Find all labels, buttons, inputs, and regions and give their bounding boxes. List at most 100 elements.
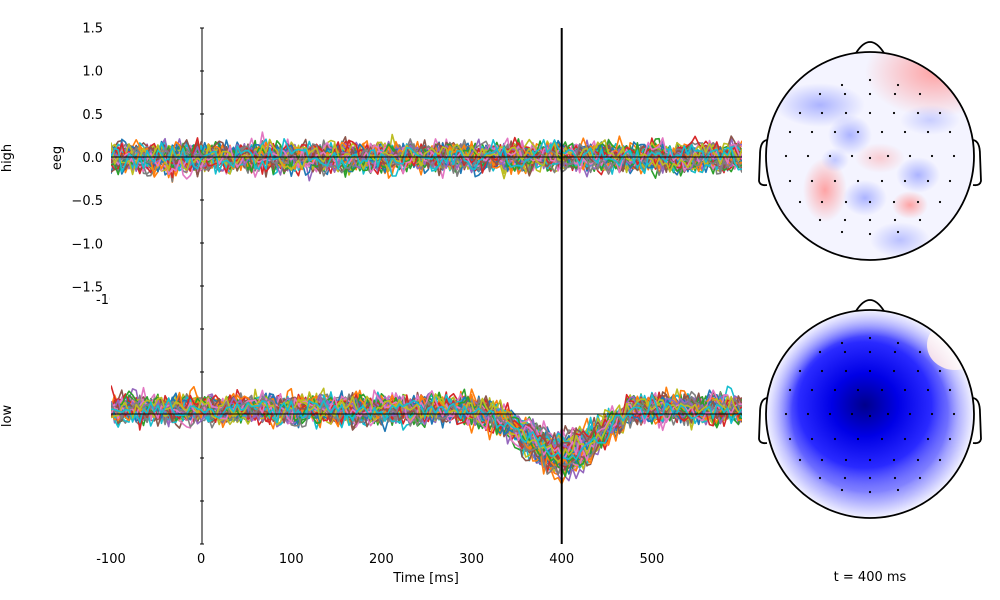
sensor-dot [833, 179, 837, 183]
sensor-dot [843, 92, 847, 96]
x-tick-label: 500 [639, 552, 664, 567]
sensor-dot [868, 232, 872, 236]
sensor-dot [926, 437, 930, 441]
sensor-dot [810, 388, 814, 392]
sensor-dot [952, 412, 956, 416]
sensor-dot [810, 179, 814, 183]
x-tick-label: 0 [197, 552, 205, 567]
sensor-dot [916, 111, 920, 115]
sensor-dot [856, 179, 860, 183]
sensor-dot [880, 437, 884, 441]
sensor-dot [840, 83, 844, 87]
traces-low [111, 385, 742, 485]
topomap-caption: t = 400 ms [834, 570, 907, 585]
sensor-dot [938, 111, 942, 115]
sensor-dot [843, 350, 847, 354]
sensor-dot [926, 179, 930, 183]
sensor-dot [868, 200, 872, 204]
y-axis-label-eeg: eeg [50, 146, 65, 170]
sensor-dot [886, 412, 890, 416]
sensor-dot [896, 488, 900, 492]
sensor-dot [893, 218, 897, 222]
sensor-dot [903, 437, 907, 441]
sensor-dot [798, 111, 802, 115]
sensor-dot [784, 412, 788, 416]
sensor-dot [810, 437, 814, 441]
sensor-dot [868, 458, 872, 462]
topomap-high-ear-right [972, 139, 982, 187]
sensor-dot [788, 388, 792, 392]
sensor-dot [820, 369, 824, 373]
row-label-high: high [0, 144, 15, 172]
sensor-dot [818, 218, 822, 222]
sensor-dot [868, 111, 872, 115]
topomap-high-ear-left [758, 139, 768, 187]
sensor-dot [918, 350, 922, 354]
sensor-dot [810, 130, 814, 134]
channel-trace [111, 393, 742, 461]
y-tick-labels: 1.5 1.0 0.5 0.0 −0.5 −1.0 −1.5 [71, 22, 103, 296]
tick-label-mask [110, 288, 132, 308]
sensor-dot [840, 488, 844, 492]
y-tick-label: −1.0 [71, 237, 103, 252]
sensor-dot [868, 156, 872, 160]
sensor-dot [916, 369, 920, 373]
sensor-dot [868, 414, 872, 418]
sensor-dot [798, 369, 802, 373]
channel-trace [111, 138, 742, 175]
sensor-dot [896, 341, 900, 345]
sensor-dot [820, 200, 824, 204]
sensor-dot [798, 458, 802, 462]
channel-trace [111, 393, 742, 475]
sensor-dot [908, 154, 912, 158]
sensor-dot [918, 92, 922, 96]
sensor-dot [892, 111, 896, 115]
y-tick-label: 0.0 [82, 151, 103, 166]
sensor-dot [896, 230, 900, 234]
sensor-dot [948, 437, 952, 441]
sensor-dot [926, 388, 930, 392]
topomap-low [758, 299, 982, 519]
row-label-low: low [0, 405, 15, 428]
sensor-dot [856, 388, 860, 392]
x-tick-label: -100 [96, 552, 126, 567]
sensor-dot [806, 154, 810, 158]
sensor-dot [880, 388, 884, 392]
sensor-dot [850, 412, 854, 416]
sensor-dot [833, 437, 837, 441]
topomap-low-nose [855, 299, 885, 312]
sensor-dot [850, 154, 854, 158]
topomap-low-sensors [784, 336, 956, 494]
sensor-dot [843, 476, 847, 480]
x-axis-label: Time [ms] [392, 571, 459, 586]
y-tick-label: 0.5 [82, 108, 103, 123]
sensor-dot [868, 92, 872, 96]
y-tick-label: −1.5 [71, 280, 103, 295]
y-tick-label: −0.5 [71, 194, 103, 209]
sensor-dot [833, 130, 837, 134]
sensor-dot [926, 130, 930, 134]
sensor-dot [856, 437, 860, 441]
topomap-low-ear-left [758, 397, 768, 445]
sensor-dot [844, 458, 848, 462]
sensor-dot [788, 179, 792, 183]
x-tick-label: 400 [549, 552, 574, 567]
sensor-dot [938, 369, 942, 373]
topomap-high [758, 41, 982, 261]
sensor-dot [903, 179, 907, 183]
sensor-dot [868, 476, 872, 480]
sensor-dot [843, 218, 847, 222]
y-tick-label: 1.0 [82, 65, 103, 80]
sensor-dot [938, 200, 942, 204]
sensor-dot [844, 369, 848, 373]
sensor-dot [806, 412, 810, 416]
sensor-dot [784, 154, 788, 158]
sensor-dot [893, 350, 897, 354]
sensor-dot [908, 412, 912, 416]
sensor-dot [892, 200, 896, 204]
x-tick-label: 100 [279, 552, 304, 567]
sensor-dot [818, 476, 822, 480]
sensor-dot [844, 111, 848, 115]
sensor-dot [828, 412, 832, 416]
